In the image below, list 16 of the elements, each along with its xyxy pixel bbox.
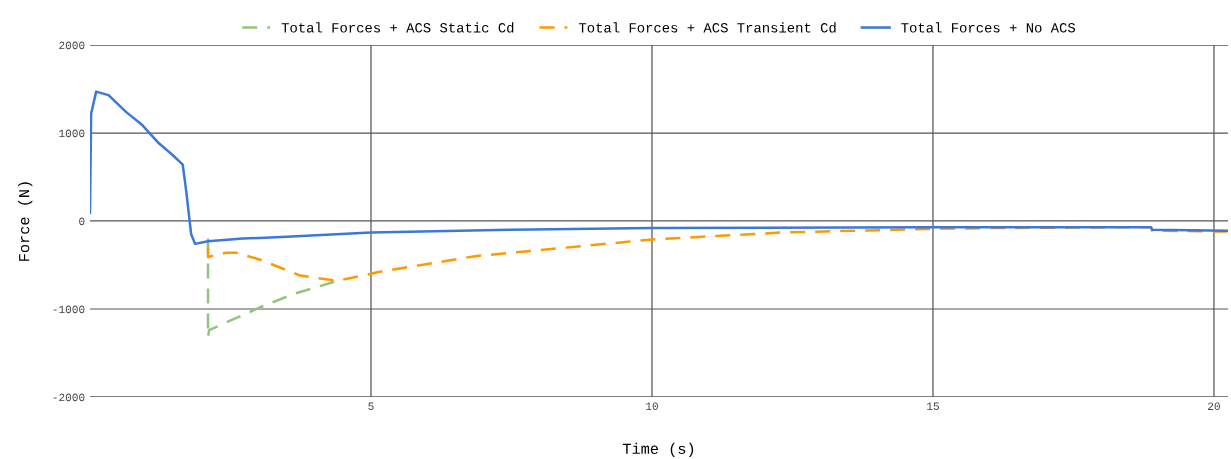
x-tick-label: 20 (1208, 402, 1220, 411)
line-series (90, 90, 1228, 246)
x-tick-label: 5 (368, 402, 374, 411)
y-tick-label: 0 (79, 217, 85, 226)
legend-label: Total Forces + ACS Static Cd (281, 22, 514, 33)
y-tick-label: -1000 (53, 305, 85, 314)
legend-label: Total Forces + ACS Transient Cd (578, 22, 836, 33)
y-tick-label: 1000 (59, 129, 85, 138)
y-axis-title: Force (N) (18, 182, 33, 261)
y-tick-label: -2000 (53, 393, 85, 402)
x-axis-title: Time (s) (622, 442, 694, 458)
line-series (206, 225, 1228, 283)
x-tick-label: 10 (646, 402, 658, 411)
y-tick-label: 2000 (59, 41, 85, 50)
x-tick-label: 15 (927, 402, 939, 411)
legend-label: Total Forces + No ACS (901, 22, 1076, 33)
